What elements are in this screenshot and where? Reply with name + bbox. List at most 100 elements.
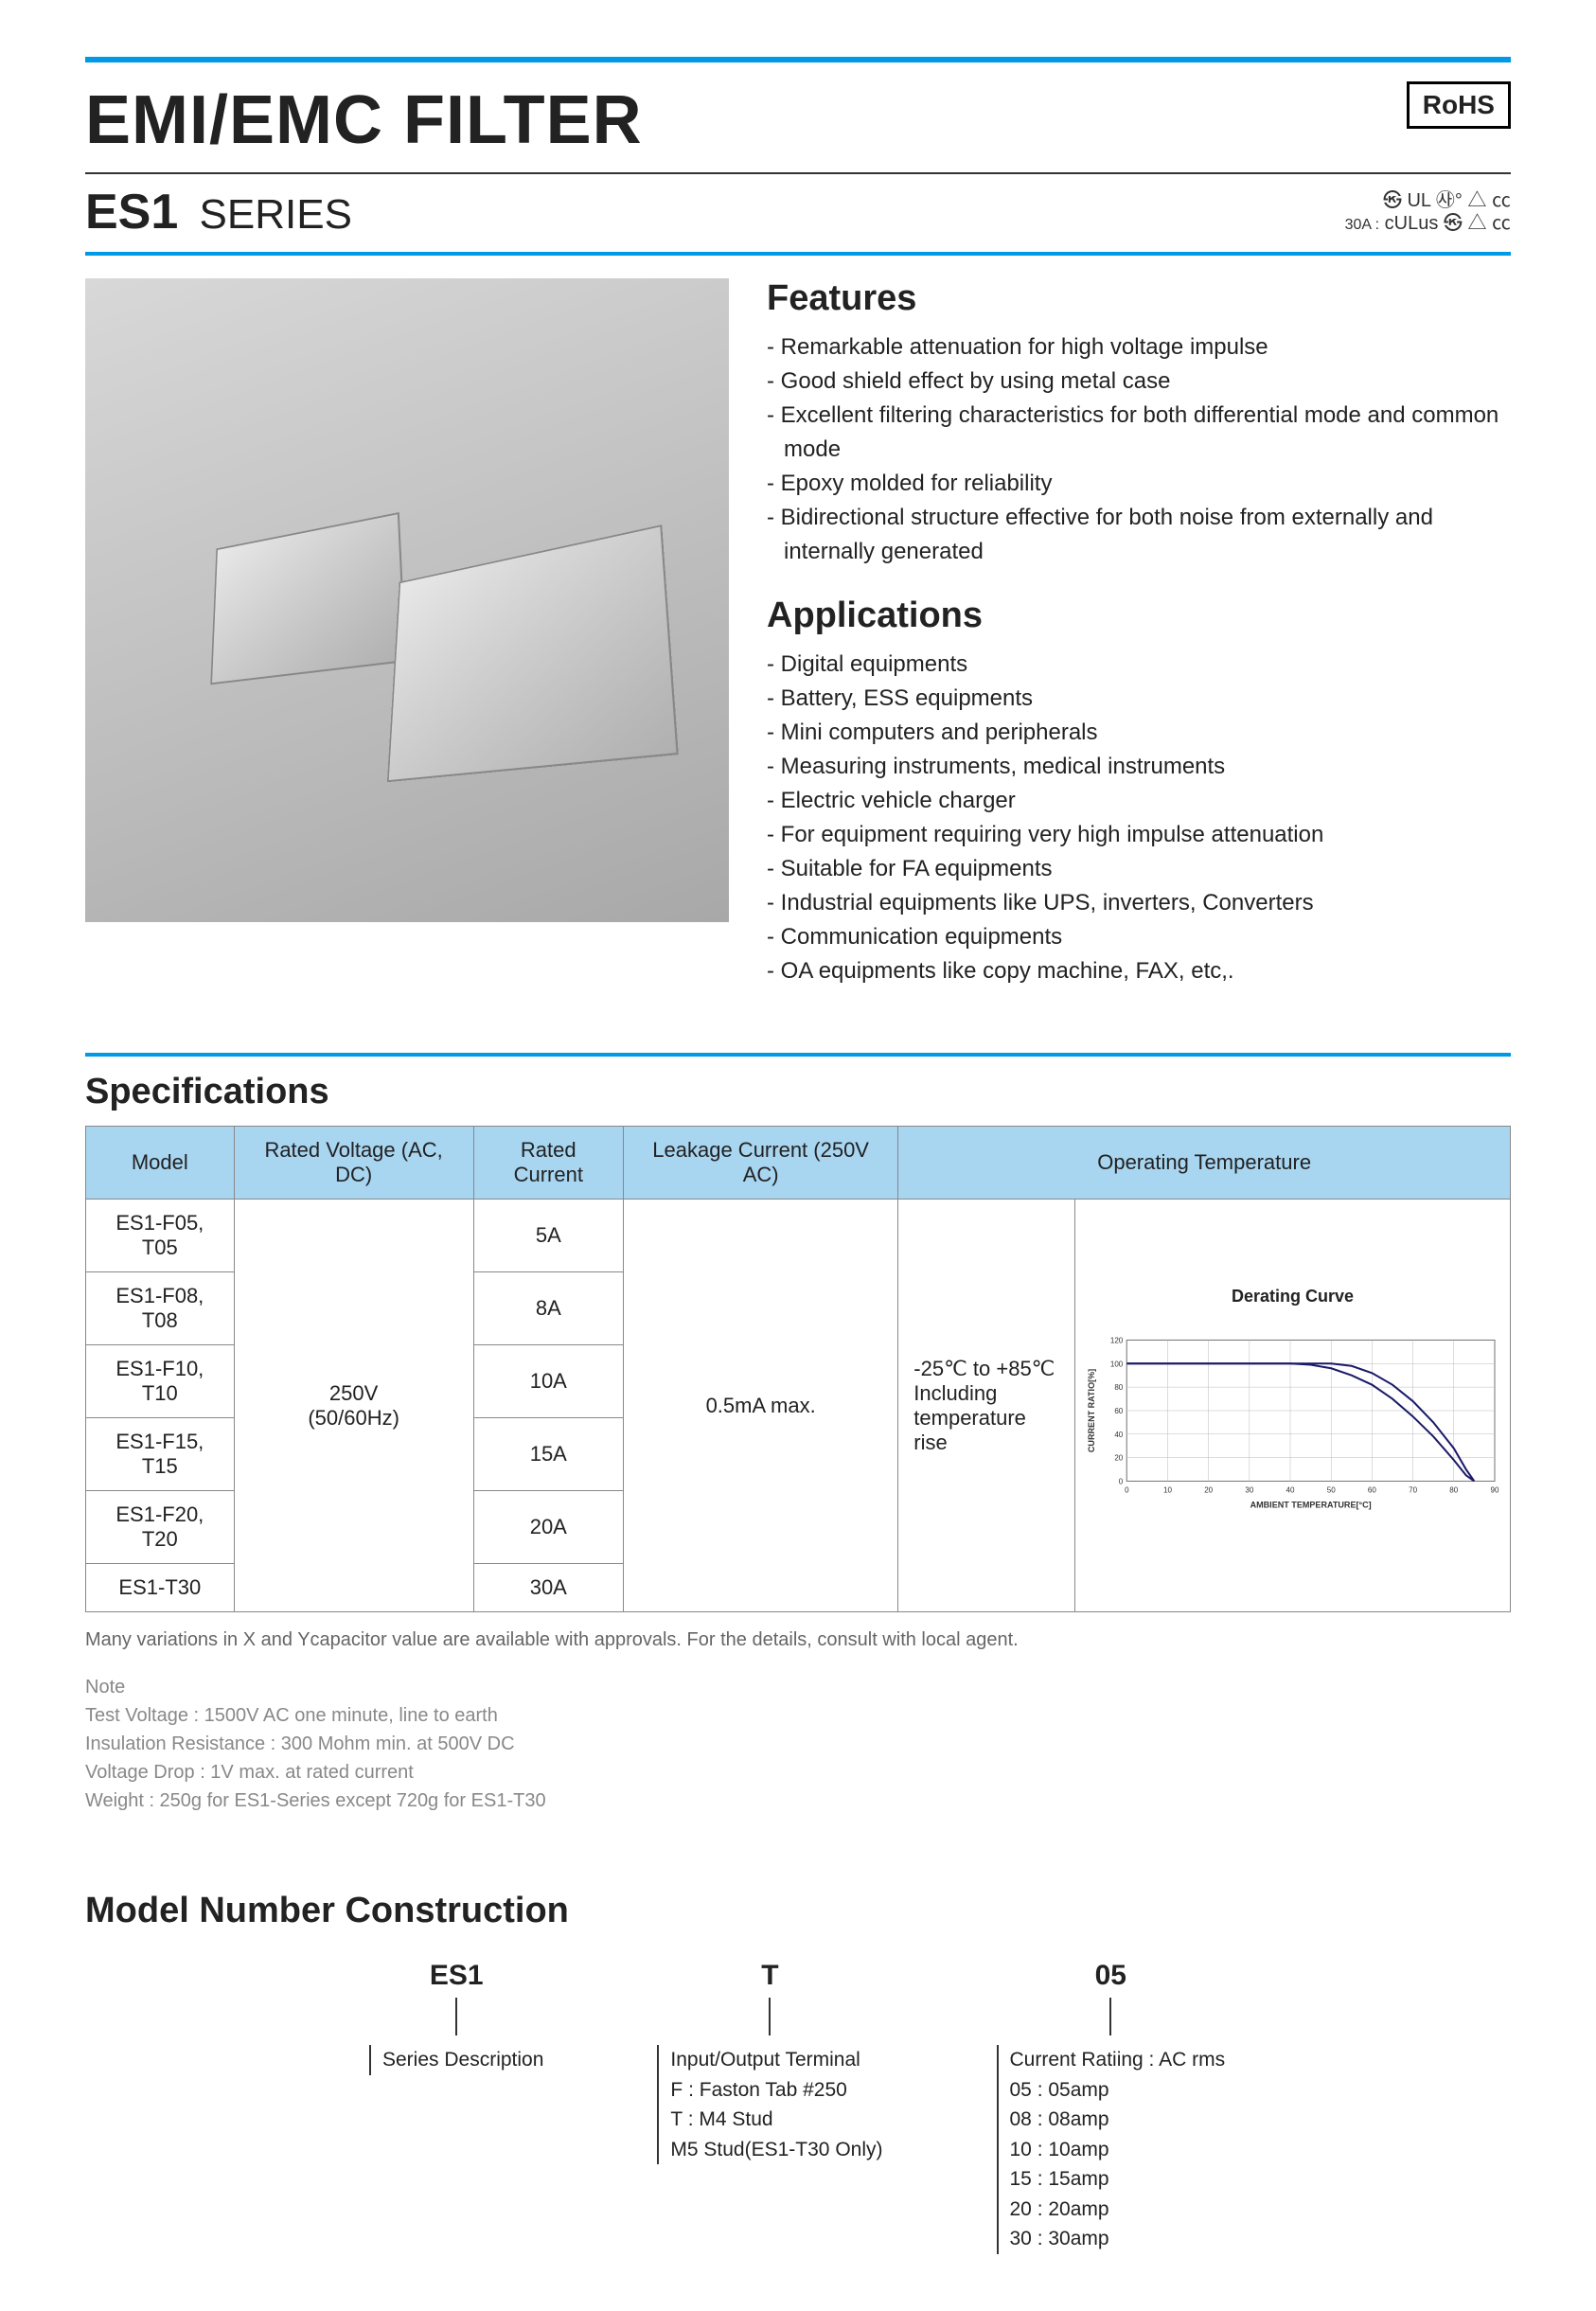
model-description: Input/Output Terminal F : Faston Tab #25…: [657, 2045, 882, 2164]
svg-text:20: 20: [1114, 1454, 1123, 1463]
spec-footnote: Many variations in X and Ycapacitor valu…: [85, 1626, 1511, 1654]
specifications-accent-rule: [85, 1053, 1511, 1057]
cell-current: 30A: [473, 1564, 623, 1612]
list-item: Suitable for FA equipments: [767, 852, 1511, 886]
table-row: ES1-F05, T05250V (50/60Hz)5A0.5mA max.-2…: [86, 1200, 1511, 1272]
cell-derating-chart: Derating Curve 0 10 20 30 40 50 60 70 80 90 0 20 40 60…: [1075, 1200, 1511, 1612]
svg-text:80: 80: [1449, 1486, 1458, 1495]
svg-text:40: 40: [1114, 1431, 1123, 1439]
list-item: Battery, ESS equipments: [767, 682, 1511, 716]
series-code: ES1: [85, 185, 178, 240]
model-parts-row: ES1 Series Description T Input/Output Termi…: [85, 1960, 1511, 2254]
model-description: Series Description: [369, 2045, 543, 2075]
svg-text:70: 70: [1409, 1486, 1417, 1495]
model-construction-heading: Model Number Construction: [85, 1891, 1511, 1931]
cell-current: 20A: [473, 1491, 623, 1564]
main-content-row: Features Remarkable attenuation for high…: [85, 278, 1511, 1015]
list-item: Mini computers and peripherals: [767, 716, 1511, 750]
list-item: Remarkable attenuation for high voltage …: [767, 330, 1511, 364]
applications-heading: Applications: [767, 596, 1511, 636]
list-item: Excellent filtering characteristics for …: [767, 399, 1511, 467]
cell-model: ES1-F20, T20: [86, 1491, 235, 1564]
cell-model: ES1-F05, T05: [86, 1200, 235, 1272]
chart-title: Derating Curve: [1083, 1287, 1502, 1307]
list-item: Digital equipments: [767, 648, 1511, 682]
list-item: For equipment requiring very high impuls…: [767, 818, 1511, 852]
model-code: T: [657, 1960, 882, 1992]
cell-model: ES1-F15, T15: [86, 1418, 235, 1491]
features-heading: Features: [767, 278, 1511, 319]
svg-text:60: 60: [1114, 1407, 1123, 1415]
filter-large-icon: [387, 524, 679, 782]
features-applications-column: Features Remarkable attenuation for high…: [767, 278, 1511, 1015]
svg-text:80: 80: [1114, 1383, 1123, 1392]
page-title: EMI/EMC FILTER: [85, 81, 643, 159]
svg-text:0: 0: [1125, 1486, 1129, 1495]
note-line: Weight : 250g for ES1-Series except 720g…: [85, 1787, 1511, 1815]
svg-text:0: 0: [1119, 1477, 1124, 1485]
list-item: Communication equipments: [767, 920, 1511, 954]
model-part: T Input/Output Terminal F : Faston Tab #2…: [657, 1960, 882, 2254]
specifications-table: Model Rated Voltage (AC, DC) Rated Curre…: [85, 1126, 1511, 1612]
note-line: Insulation Resistance : 300 Mohm min. at…: [85, 1730, 1511, 1758]
cell-current: 5A: [473, 1200, 623, 1272]
notes-block: Note Test Voltage : 1500V AC one minute,…: [85, 1673, 1511, 1815]
certification-icons: ㉿ UL ㉴° △ ㏄ 30A : cULus ㉿ △ ㏄: [1345, 189, 1511, 235]
col-model: Model: [86, 1127, 235, 1200]
cell-optemp-text: -25℃ to +85℃ Including temperature rise: [898, 1200, 1075, 1612]
top-accent-rule: [85, 57, 1511, 62]
filter-small-icon: [210, 512, 406, 684]
list-item: Industrial equipments like UPS, inverter…: [767, 886, 1511, 920]
specifications-heading: Specifications: [85, 1072, 1511, 1112]
svg-text:90: 90: [1490, 1486, 1498, 1495]
applications-list: Digital equipmentsBattery, ESS equipment…: [767, 648, 1511, 988]
svg-text:20: 20: [1204, 1486, 1213, 1495]
model-code: 05: [997, 1960, 1226, 1992]
svg-text:CURRENT RATIO[%]: CURRENT RATIO[%]: [1087, 1369, 1096, 1452]
series-label: ES1 SERIES: [85, 184, 352, 240]
series-accent-rule: [85, 252, 1511, 256]
cell-current: 10A: [473, 1345, 623, 1418]
svg-text:100: 100: [1110, 1360, 1124, 1368]
svg-text:10: 10: [1163, 1486, 1172, 1495]
model-part: 05 Current Ratiing : AC rms 05 : 05amp 08…: [997, 1960, 1226, 2254]
svg-text:120: 120: [1110, 1336, 1124, 1344]
model-tick-line: [1109, 1998, 1111, 2035]
note-line: Voltage Drop : 1V max. at rated current: [85, 1758, 1511, 1787]
col-current: Rated Current: [473, 1127, 623, 1200]
col-voltage: Rated Voltage (AC, DC): [234, 1127, 473, 1200]
svg-text:40: 40: [1286, 1486, 1295, 1495]
col-leakage: Leakage Current (250V AC): [624, 1127, 898, 1200]
note-label: Note: [85, 1673, 1511, 1701]
cell-current: 15A: [473, 1418, 623, 1491]
cert-30a-label: 30A :: [1345, 217, 1379, 233]
list-item: Good shield effect by using metal case: [767, 364, 1511, 399]
cell-voltage: 250V (50/60Hz): [234, 1200, 473, 1612]
svg-text:50: 50: [1327, 1486, 1336, 1495]
list-item: Bidirectional structure effective for bo…: [767, 501, 1511, 569]
cell-current: 8A: [473, 1272, 623, 1345]
derating-chart-svg: 0 10 20 30 40 50 60 70 80 90 0 20 40 60 80 100 120 AMBIEN…: [1083, 1310, 1502, 1519]
list-item: Epoxy molded for reliability: [767, 467, 1511, 501]
model-code: ES1: [369, 1960, 543, 1992]
svg-text:60: 60: [1368, 1486, 1376, 1495]
model-part: ES1 Series Description: [369, 1960, 543, 2254]
list-item: Electric vehicle charger: [767, 784, 1511, 818]
model-tick-line: [455, 1998, 457, 2035]
cell-model: ES1-F08, T08: [86, 1272, 235, 1345]
cell-leakage: 0.5mA max.: [624, 1200, 898, 1612]
svg-text:30: 30: [1245, 1486, 1253, 1495]
list-item: Measuring instruments, medical instrumen…: [767, 750, 1511, 784]
model-tick-line: [769, 1998, 771, 2035]
cert-line-1: ㉿ UL ㉴° △ ㏄: [1345, 189, 1511, 212]
note-line: Test Voltage : 1500V AC one minute, line…: [85, 1701, 1511, 1730]
model-description: Current Ratiing : AC rms 05 : 05amp 08 :…: [997, 2045, 1226, 2254]
list-item: OA equipments like copy machine, FAX, et…: [767, 954, 1511, 988]
svg-text:AMBIENT TEMPERATURE[°C]: AMBIENT TEMPERATURE[°C]: [1250, 1501, 1372, 1510]
features-list: Remarkable attenuation for high voltage …: [767, 330, 1511, 569]
rohs-badge: RoHS: [1407, 81, 1511, 129]
cell-model: ES1-F10, T10: [86, 1345, 235, 1418]
header-divider: [85, 172, 1511, 174]
cell-model: ES1-T30: [86, 1564, 235, 1612]
product-photo: [85, 278, 729, 922]
